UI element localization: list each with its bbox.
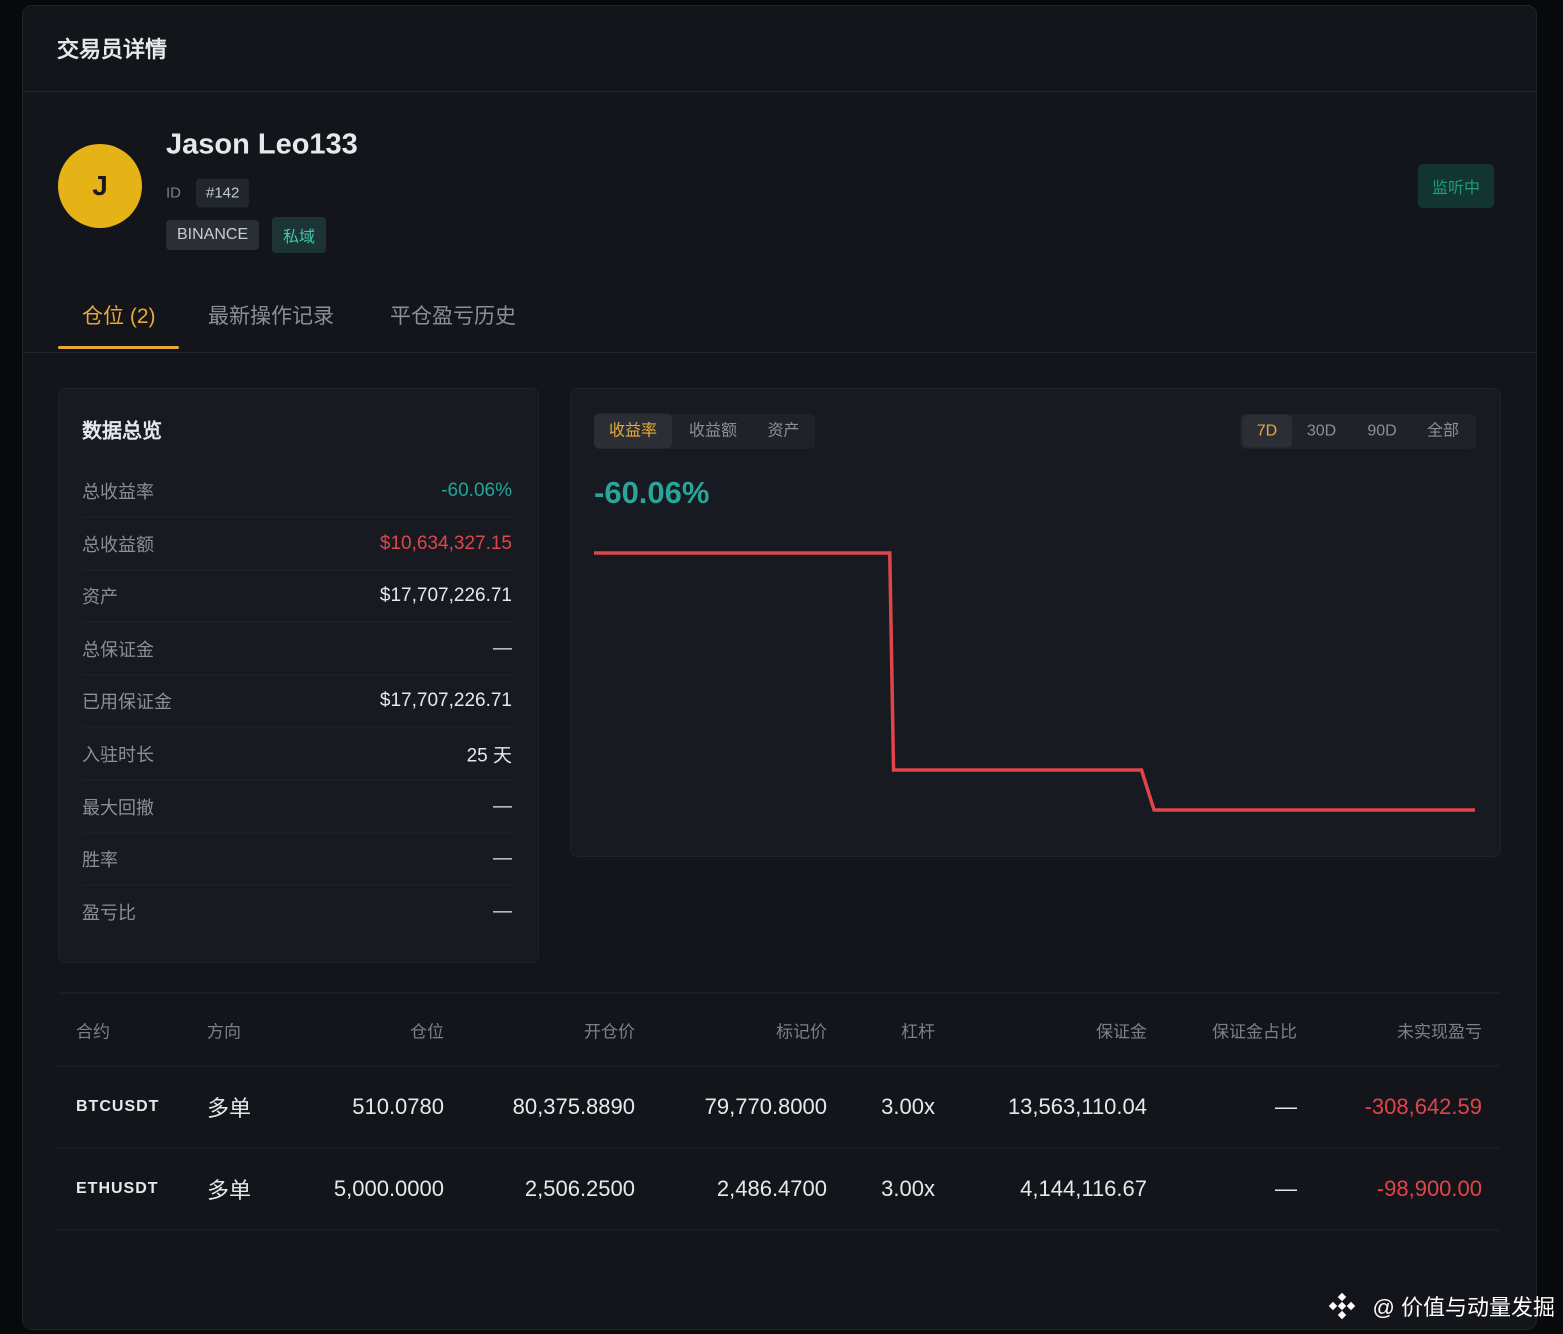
column-header: 保证金 bbox=[1096, 1022, 1147, 1042]
divider bbox=[23, 352, 1536, 353]
overview-card bbox=[58, 388, 539, 963]
status-badge: 监听中 bbox=[1418, 164, 1495, 208]
row-divider bbox=[82, 832, 512, 834]
table-cell: 510.0780 bbox=[352, 1094, 444, 1119]
row-divider bbox=[82, 569, 512, 571]
table-cell: -98,900.00 bbox=[1376, 1176, 1482, 1201]
stat-label: 资产 bbox=[82, 587, 118, 608]
table-divider bbox=[58, 992, 1500, 994]
table-cell: 13,563,110.04 bbox=[1007, 1094, 1147, 1119]
range-tab[interactable]: 全部 bbox=[1426, 422, 1459, 440]
metric-tab[interactable]: 资产 bbox=[767, 422, 800, 440]
table-cell: — bbox=[1275, 1176, 1297, 1201]
avatar-letter: J bbox=[92, 170, 108, 201]
stat-label: 总收益额 bbox=[82, 534, 154, 555]
column-header: 未实现盈亏 bbox=[1397, 1022, 1482, 1042]
stat-value: -60.06% bbox=[441, 480, 512, 501]
line-chart bbox=[594, 551, 1475, 812]
stat-value: $10,634,327.15 bbox=[379, 532, 512, 554]
table-cell: 多单 bbox=[207, 1096, 252, 1121]
stat-value: — bbox=[493, 900, 512, 922]
table-divider bbox=[58, 1147, 1500, 1149]
column-header: 合约 bbox=[76, 1022, 110, 1042]
watermark-icon bbox=[1328, 1292, 1356, 1320]
table-cell: 3.00x bbox=[881, 1094, 935, 1119]
stat-label: 胜率 bbox=[82, 850, 118, 871]
range-tab[interactable]: 30D bbox=[1306, 422, 1337, 440]
stat-label: 总保证金 bbox=[82, 639, 154, 660]
table-cell: 79,770.8000 bbox=[704, 1094, 827, 1119]
avatar bbox=[58, 144, 142, 228]
chart-card bbox=[570, 388, 1501, 857]
stat-label: 已用保证金 bbox=[82, 692, 172, 713]
column-header: 开仓价 bbox=[584, 1022, 635, 1042]
table-divider bbox=[58, 1229, 1500, 1231]
row-divider bbox=[82, 674, 512, 676]
table-cell: ETHUSDT bbox=[76, 1180, 159, 1197]
stat-label: 入驻时长 bbox=[82, 745, 154, 765]
metric-tab[interactable]: 收益额 bbox=[688, 422, 737, 440]
table-cell: -308,642.59 bbox=[1364, 1094, 1482, 1119]
row-divider bbox=[82, 516, 512, 518]
tab[interactable]: 仓位 (2) bbox=[82, 305, 156, 328]
stat-label: 最大回撤 bbox=[82, 797, 154, 818]
row-divider bbox=[82, 884, 512, 886]
table-cell: 2,486.4700 bbox=[716, 1176, 827, 1201]
trader-name: Jason Leo133 bbox=[166, 128, 358, 161]
stat-value: — bbox=[493, 848, 512, 870]
table-cell: 2,506.2500 bbox=[524, 1176, 635, 1201]
column-header: 方向 bbox=[207, 1022, 241, 1042]
stat-value: 25 天 bbox=[466, 745, 512, 767]
column-header: 杠杆 bbox=[901, 1022, 935, 1042]
table-cell: — bbox=[1275, 1094, 1297, 1119]
column-header: 标记价 bbox=[776, 1022, 827, 1042]
table-cell: 3.00x bbox=[881, 1176, 935, 1201]
row-divider bbox=[82, 779, 512, 781]
tag: BINANCE bbox=[166, 220, 260, 250]
table-cell: 多单 bbox=[207, 1178, 252, 1203]
range-tab[interactable]: 7D bbox=[1242, 414, 1292, 448]
page-title: 交易员详情 bbox=[57, 37, 168, 62]
table-cell: BTCUSDT bbox=[76, 1098, 160, 1115]
table-cell: 80,375.8890 bbox=[512, 1094, 635, 1119]
column-header: 仓位 bbox=[410, 1022, 444, 1042]
id-label: ID bbox=[166, 184, 181, 202]
headline-value: -60.06% bbox=[594, 475, 710, 510]
tab[interactable]: 最新操作记录 bbox=[208, 305, 334, 328]
card-title: 数据总览 bbox=[82, 420, 162, 443]
stat-value: $17,707,226.71 bbox=[379, 690, 512, 712]
metric-tab[interactable]: 收益率 bbox=[594, 413, 672, 449]
row-divider bbox=[82, 726, 512, 728]
table-divider bbox=[58, 1065, 1500, 1067]
tab[interactable]: 平仓盈亏历史 bbox=[390, 305, 516, 328]
tag: 私域 bbox=[272, 217, 327, 253]
line bbox=[594, 551, 1475, 812]
tab-underline bbox=[58, 346, 179, 349]
stat-value: — bbox=[493, 637, 512, 659]
watermark: @ 价值与动量发掘 bbox=[1372, 1295, 1555, 1320]
row-divider bbox=[82, 621, 512, 623]
stat-label: 总收益率 bbox=[82, 482, 154, 502]
column-header: 保证金占比 bbox=[1212, 1022, 1297, 1042]
stat-value: — bbox=[493, 795, 512, 817]
divider bbox=[23, 91, 1536, 92]
table-cell: 5,000.0000 bbox=[333, 1176, 444, 1201]
stat-label: 盈亏比 bbox=[82, 902, 136, 923]
stat-value: $17,707,226.71 bbox=[379, 585, 512, 607]
table-cell: 4,144,116.67 bbox=[1020, 1176, 1147, 1201]
range-tab[interactable]: 90D bbox=[1367, 422, 1397, 440]
id-badge: #142 bbox=[196, 178, 250, 208]
